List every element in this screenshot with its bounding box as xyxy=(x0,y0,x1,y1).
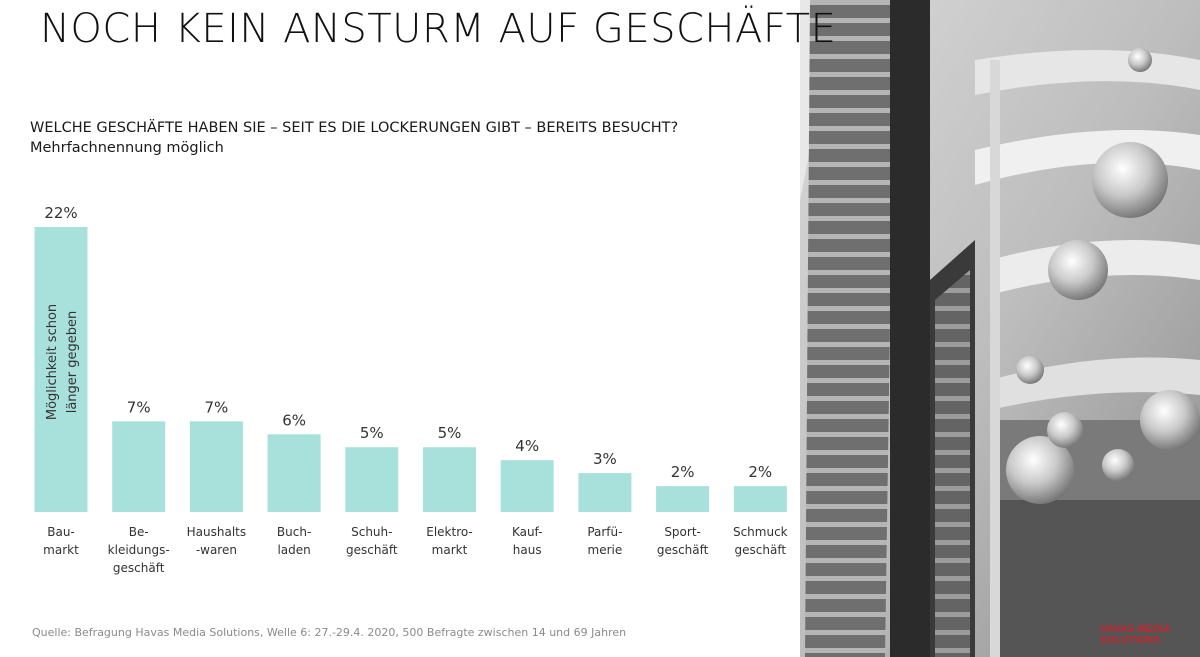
value-label-5: 5% xyxy=(438,424,462,442)
category-label-4-1: geschäft xyxy=(346,543,398,557)
survey-question: WELCHE GESCHÄFTE HABEN SIE – SEIT ES DIE… xyxy=(30,120,679,156)
category-label-2-1: -waren xyxy=(196,543,237,557)
bar-3 xyxy=(267,434,321,512)
bar-1 xyxy=(112,421,166,512)
category-label-7-1: merie xyxy=(588,543,623,557)
page-title: NOCH KEIN ANSTURM AUF GESCHÄFTE xyxy=(40,6,837,52)
category-label-0-1: markt xyxy=(43,543,79,557)
category-label-3-0: Buch- xyxy=(277,525,311,539)
bar-6 xyxy=(500,460,554,512)
bar-chart: 22% Bau-markt 7% Be-kleidungs-geschäft 7% Hau… xyxy=(34,204,788,575)
bar-8 xyxy=(656,486,710,512)
category-label-1-1: kleidungs- xyxy=(108,543,170,557)
category-label-2-0: Haushalts xyxy=(187,525,246,539)
category-label-1-0: Be- xyxy=(129,525,149,539)
category-label-9-0: Schmuck xyxy=(733,525,788,539)
value-label-1: 7% xyxy=(127,398,151,416)
value-label-7: 3% xyxy=(593,450,617,468)
value-label-0: 22% xyxy=(44,204,77,222)
category-label-8-0: Sport- xyxy=(664,525,701,539)
category-label-6-0: Kauf- xyxy=(512,525,543,539)
bar-2 xyxy=(189,421,243,512)
category-label-9-1: geschäft xyxy=(735,543,787,557)
bar-5 xyxy=(423,447,476,512)
value-label-3: 6% xyxy=(282,411,306,429)
annotation-line-1: länger gegeben xyxy=(65,311,80,414)
category-label-7-0: Parfü- xyxy=(587,525,622,539)
value-label-9: 2% xyxy=(748,463,772,481)
category-label-6-1: haus xyxy=(513,543,542,557)
category-label-5-0: Elektro- xyxy=(426,525,473,539)
havas-logo: HAVAS MEDIA SOLUTIONS xyxy=(1100,624,1171,646)
annotation-line-0: Möglichkeit schon xyxy=(45,304,60,420)
category-label-1-2: geschäft xyxy=(113,561,165,575)
bar-annotation: Möglichkeit schon länger gegeben xyxy=(45,304,80,420)
bar-9 xyxy=(733,486,787,512)
value-label-8: 2% xyxy=(671,463,695,481)
category-label-4-0: Schuh- xyxy=(351,525,392,539)
bar-0 xyxy=(34,227,88,512)
category-label-3-1: laden xyxy=(277,543,310,557)
value-label-2: 7% xyxy=(205,398,229,416)
category-label-0-0: Bau- xyxy=(47,525,75,539)
value-label-4: 5% xyxy=(360,424,384,442)
shopping-mall-photo xyxy=(800,0,1200,657)
category-label-8-1: geschäft xyxy=(657,543,709,557)
category-label-5-1: markt xyxy=(432,543,468,557)
source-note: Quelle: Befragung Havas Media Solutions,… xyxy=(32,626,627,639)
bar-4 xyxy=(345,447,399,512)
bar-7 xyxy=(578,473,632,512)
value-label-6: 4% xyxy=(515,437,539,455)
